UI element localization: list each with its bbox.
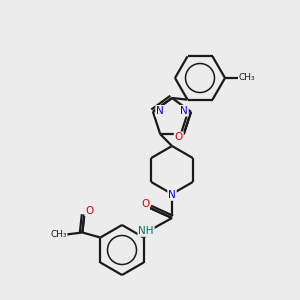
Text: O: O bbox=[85, 206, 94, 215]
Text: CH₃: CH₃ bbox=[50, 230, 67, 239]
Text: N: N bbox=[180, 106, 188, 116]
Text: O: O bbox=[141, 199, 149, 209]
Text: O: O bbox=[175, 132, 183, 142]
Text: CH₃: CH₃ bbox=[239, 74, 255, 82]
Text: NH: NH bbox=[138, 226, 154, 236]
Text: N: N bbox=[168, 190, 176, 200]
Text: N: N bbox=[156, 106, 164, 116]
